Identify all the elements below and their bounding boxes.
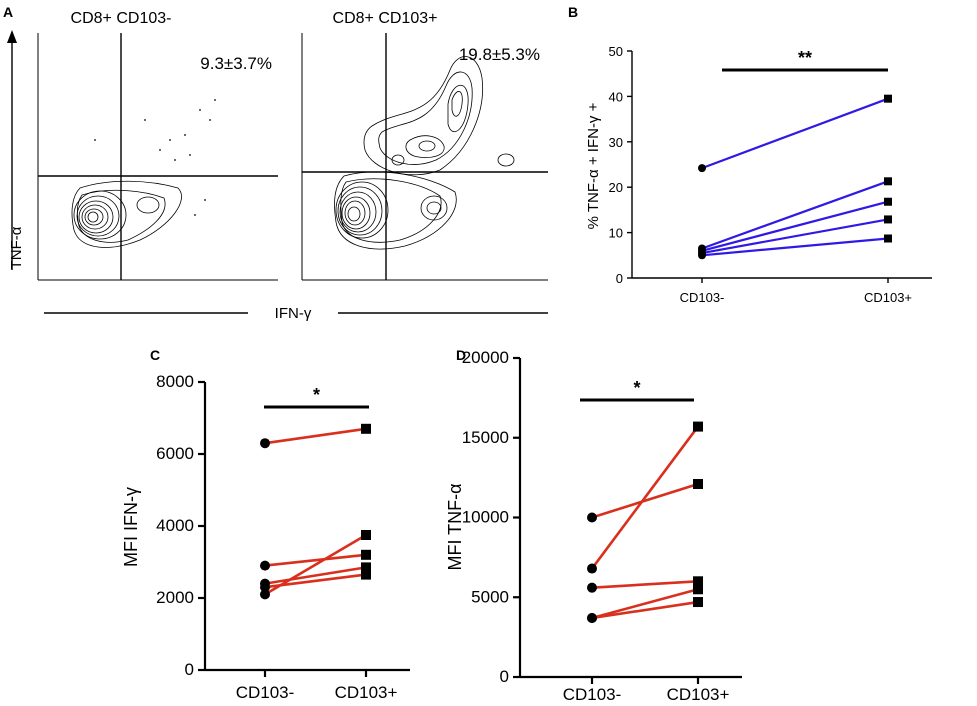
- panel-d-chart: 0 5000 10000 15000 20000 CD103- CD103+ *: [462, 348, 742, 704]
- panel-d-cd103-pos-point: [693, 479, 703, 490]
- panel-d-y-tick-label: 15000: [462, 428, 509, 447]
- panel-b-letter: B: [568, 4, 578, 20]
- panel-c-chart: 0 2000 4000 6000 8000 CD103- CD103+ *: [156, 372, 410, 702]
- panel-c-cd103-pos-point: [361, 562, 371, 573]
- panel-d-y-tick-label: 10000: [462, 508, 509, 527]
- panel-b-cd103-pos-point: [884, 94, 892, 103]
- panel-d: D MFI TNF-α 0 5000 10000 15000 20000 CD103- CD…: [445, 347, 742, 704]
- panel-d-pair-line: [590, 425, 700, 570]
- panel-c-cd103-pos-point: [361, 569, 371, 580]
- panel-d-cd103-pos-point: [693, 597, 703, 608]
- flow-plot-1-contours: [71, 180, 182, 248]
- flow-plot-1-title: CD8+ CD103-: [71, 10, 172, 27]
- panel-b-chart: 0 10 20 30 40 50 CD103- CD103+ **: [609, 44, 932, 305]
- panel-c-cd103-pos-point: [361, 549, 371, 560]
- panel-c-cd103-neg-point: [260, 582, 270, 593]
- panel-c-letter: C: [150, 347, 160, 363]
- panel-d-x-tick-label: CD103-: [563, 685, 622, 704]
- panel-c: C MFI IFN-γ 0 2000 4000 6000 8000 CD103- CD103…: [121, 347, 410, 702]
- panel-c-y-tick-label: 6000: [156, 444, 194, 463]
- panel-b-y-axis-title: % TNF-α + IFN-γ +: [585, 102, 602, 229]
- panel-c-y-tick-label: 0: [185, 660, 194, 679]
- panel-d-y-axis-title: MFI TNF-α: [445, 483, 465, 570]
- panel-c-pair-line: [264, 533, 367, 596]
- panel-b-pair-line: [701, 237, 889, 257]
- panel-b-pair-line: [701, 180, 889, 250]
- panel-d-cd103-pos-point: [693, 576, 703, 587]
- panel-c-x-tick-label: CD103-: [236, 683, 295, 702]
- panel-d-cd103-neg-point: [587, 512, 597, 523]
- panel-b-x-tick-label: CD103+: [864, 290, 912, 305]
- flow-plot-1-percent: 9.3±3.7%: [200, 54, 272, 73]
- panel-c-y-tick-label: 2000: [156, 588, 194, 607]
- panel-d-y-tick-label: 5000: [471, 587, 509, 606]
- panel-b-cd103-pos-point: [884, 234, 892, 243]
- panel-d-x-tick-label: CD103+: [667, 685, 730, 704]
- y-axis-arrow-head: [7, 30, 17, 43]
- panel-c-y-axis-title: MFI IFN-γ: [121, 487, 141, 567]
- flow-plot-2: 19.8±5.3%: [301, 33, 548, 281]
- panel-a: A TNF-α CD8+ CD103-: [3, 4, 548, 322]
- panel-d-y-tick-label: 0: [500, 667, 509, 686]
- panel-d-pair-line: [591, 600, 699, 620]
- panel-c-x-tick-label: CD103+: [335, 683, 398, 702]
- ifn-gamma-axis-label: IFN-γ: [275, 305, 312, 322]
- panel-c-cd103-neg-point: [260, 438, 270, 449]
- panel-d-letter: D: [456, 347, 466, 363]
- flow-plot-1: 9.3±3.7%: [37, 33, 278, 281]
- panel-d-cd103-neg-point: [587, 582, 597, 593]
- panel-c-cd103-pos-point: [361, 423, 371, 434]
- panel-b-y-tick-label: 10: [609, 226, 623, 241]
- panel-b-pair-line: [701, 218, 889, 255]
- panel-c-cd103-pos-point: [361, 530, 371, 540]
- panel-c-cd103-neg-point: [260, 560, 270, 571]
- panel-c-pair-line: [264, 566, 367, 585]
- panel-b-cd103-pos-point: [884, 215, 892, 224]
- panel-b-y-tick-label: 30: [609, 135, 623, 150]
- flow-plot-2-title: CD8+ CD103+: [333, 10, 438, 27]
- panel-b-x-tick-label: CD103-: [680, 290, 725, 305]
- panel-d-pair-line: [591, 482, 699, 519]
- flow-plot-2-contours: [334, 56, 515, 250]
- panel-d-cd103-pos-point: [693, 584, 703, 595]
- flow-plot-2-percent: 19.8±5.3%: [459, 45, 540, 64]
- panel-b-y-tick-label: 0: [616, 271, 623, 286]
- tnf-alpha-axis-label: TNF-α: [8, 226, 25, 269]
- panel-c-pair-line: [264, 553, 367, 567]
- panel-c-pair-line: [264, 427, 367, 445]
- panel-a-letter: A: [3, 4, 13, 20]
- panel-b-y-tick-label: 40: [609, 89, 623, 104]
- panel-c-significance-label: *: [313, 385, 320, 405]
- panel-d-pair-line: [591, 580, 699, 589]
- panel-d-significance-label: *: [633, 378, 640, 398]
- panel-b-cd103-neg-point: [698, 251, 706, 260]
- panel-d-y-tick-label: 20000: [462, 348, 509, 367]
- panel-b-pair-line: [701, 200, 889, 252]
- panel-b-cd103-neg-point: [698, 164, 706, 173]
- panel-c-y-tick-label: 8000: [156, 372, 194, 391]
- panel-b-cd103-pos-point: [884, 177, 892, 186]
- panel-b-cd103-pos-point: [884, 197, 892, 206]
- panel-d-pair-line: [591, 588, 699, 620]
- panel-d-cd103-neg-point: [587, 563, 597, 574]
- panel-b-significance-label: **: [798, 48, 812, 68]
- panel-b-y-tick-label: 50: [609, 44, 623, 59]
- panel-b: B % TNF-α + IFN-γ + 0 10 20 30 40 50 CD103- CD1…: [568, 4, 932, 305]
- panel-d-cd103-pos-point: [693, 421, 703, 432]
- panel-b-y-tick-label: 20: [609, 180, 623, 195]
- panel-d-cd103-neg-point: [587, 612, 597, 623]
- flow-plot-1-dots: [94, 99, 216, 216]
- panel-c-y-tick-label: 4000: [156, 516, 194, 535]
- panel-c-cd103-neg-point: [260, 589, 270, 600]
- panel-b-pair-line: [701, 97, 889, 170]
